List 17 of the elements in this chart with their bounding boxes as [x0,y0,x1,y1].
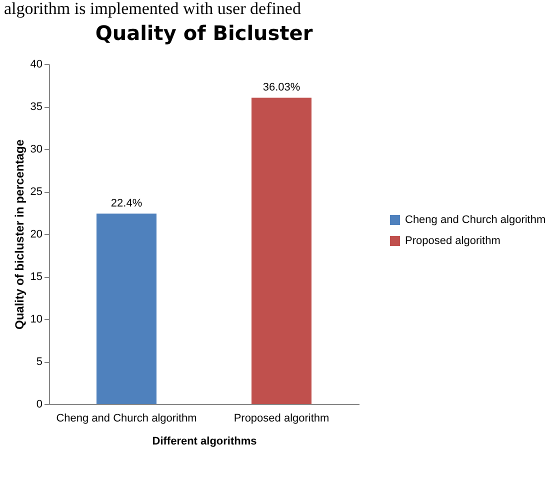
y-tick-label: 0 [36,398,42,410]
data-label: 22.4% [110,198,142,210]
y-tick-label: 25 [30,186,42,198]
legend-label: Proposed algorithm [405,235,500,247]
y-axis-title: Quality of bicluster in percentage [12,139,26,330]
y-tick-label: 40 [30,58,42,70]
text: algorithm is implemented with user defined [3,0,302,18]
y-tick-label: 20 [30,228,42,240]
y-tick-label: 35 [30,101,42,113]
y-tick-label: 5 [36,356,42,368]
chart-title: Quality of Bicluster [95,21,313,45]
y-tick-label: 15 [30,271,42,283]
y-tick-label: 10 [30,314,42,326]
legend-label: Cheng and Church algorithm [405,214,546,226]
data-label: 36.03% [262,82,300,94]
x-axis-title: Different algorithms [152,436,257,448]
y-tick-label: 30 [30,144,42,156]
